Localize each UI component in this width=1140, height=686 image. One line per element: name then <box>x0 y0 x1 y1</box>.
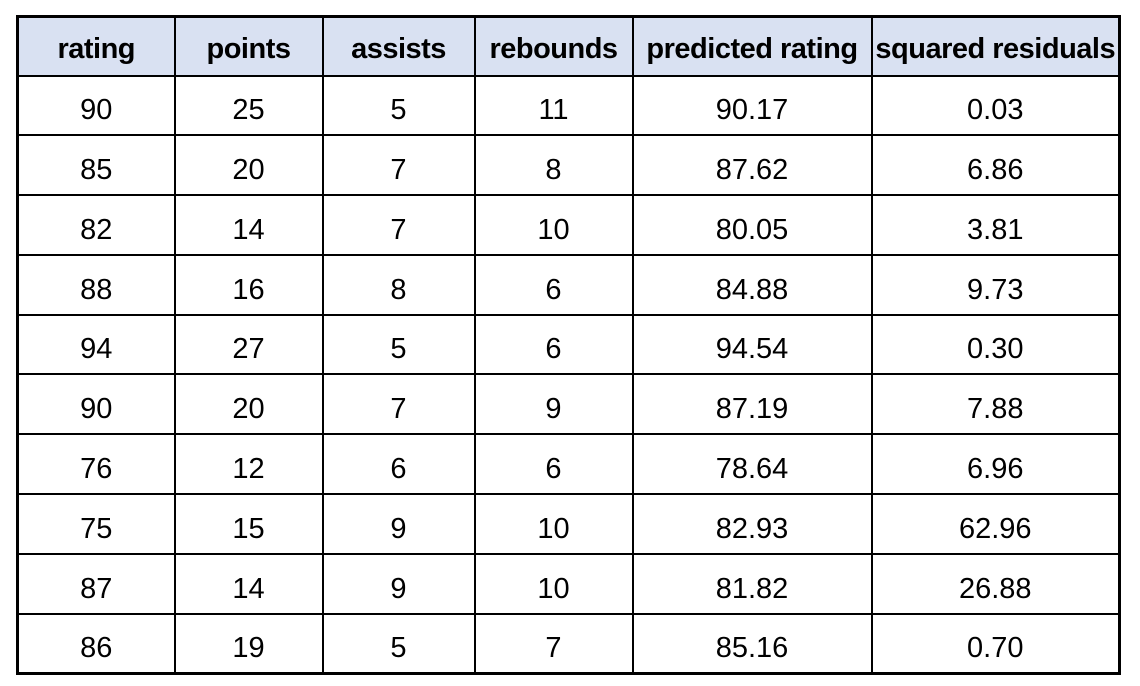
table-cell: 6 <box>473 313 634 376</box>
table-cell: 5 <box>321 74 476 137</box>
header-row: rating points assists rebounds predicted… <box>16 15 1121 77</box>
table-cell: 87.62 <box>631 134 873 197</box>
table-cell: 94 <box>16 313 176 376</box>
table-cell: 84.88 <box>631 253 873 316</box>
table-cell: 9 <box>321 552 476 615</box>
table-cell: 12 <box>173 433 324 496</box>
table-cell: 14 <box>173 194 324 256</box>
table-cell: 6 <box>321 433 476 496</box>
table-cell: 10 <box>473 493 634 555</box>
table-row: 76 12 6 6 78.64 6.96 <box>16 433 1121 496</box>
table-cell: 3.81 <box>870 194 1121 256</box>
table-cell: 88 <box>16 253 176 316</box>
table-cell: 7 <box>473 612 634 675</box>
table-cell: 14 <box>173 552 324 615</box>
table-cell: 87.19 <box>631 373 873 436</box>
table-cell: 82 <box>16 194 176 256</box>
table-cell: 20 <box>173 134 324 197</box>
table-cell: 9 <box>473 373 634 436</box>
table-cell: 90.17 <box>631 74 873 137</box>
column-header-rating: rating <box>16 15 176 77</box>
table-cell: 15 <box>173 493 324 555</box>
table-cell: 5 <box>321 612 476 675</box>
table-cell: 87 <box>16 552 176 615</box>
table-row: 75 15 9 10 82.93 62.96 <box>16 493 1121 555</box>
table-cell: 10 <box>473 194 634 256</box>
table-cell: 82.93 <box>631 493 873 555</box>
table-cell: 7 <box>321 373 476 436</box>
table-cell: 0.30 <box>870 313 1121 376</box>
table-cell: 6 <box>473 253 634 316</box>
table-cell: 62.96 <box>870 493 1121 555</box>
table-cell: 75 <box>16 493 176 555</box>
table-cell: 7 <box>321 134 476 197</box>
table-cell: 6.96 <box>870 433 1121 496</box>
table-cell: 6.86 <box>870 134 1121 197</box>
table-cell: 80.05 <box>631 194 873 256</box>
table-cell: 20 <box>173 373 324 436</box>
table-cell: 90 <box>16 373 176 436</box>
table-cell: 94.54 <box>631 313 873 376</box>
table-cell: 25 <box>173 74 324 137</box>
table-row: 85 20 7 8 87.62 6.86 <box>16 134 1121 197</box>
table-row: 90 25 5 11 90.17 0.03 <box>16 74 1121 137</box>
table-cell: 7.88 <box>870 373 1121 436</box>
column-header-predicted-rating: predicted rating <box>631 15 873 77</box>
table-cell: 85 <box>16 134 176 197</box>
table-cell: 16 <box>173 253 324 316</box>
table-cell: 90 <box>16 74 176 137</box>
table-cell: 19 <box>173 612 324 675</box>
column-header-rebounds: rebounds <box>473 15 634 77</box>
table-cell: 26.88 <box>870 552 1121 615</box>
table-cell: 0.03 <box>870 74 1121 137</box>
table-cell: 8 <box>321 253 476 316</box>
table-cell: 76 <box>16 433 176 496</box>
table-row: 94 27 5 6 94.54 0.30 <box>16 313 1121 376</box>
table-cell: 11 <box>473 74 634 137</box>
table-cell: 9 <box>321 493 476 555</box>
column-header-points: points <box>173 15 324 77</box>
table-cell: 8 <box>473 134 634 197</box>
table-cell: 10 <box>473 552 634 615</box>
table-cell: 7 <box>321 194 476 256</box>
table-cell: 6 <box>473 433 634 496</box>
table-cell: 81.82 <box>631 552 873 615</box>
stats-table: rating points assists rebounds predicted… <box>16 15 1121 675</box>
table-cell: 0.70 <box>870 612 1121 675</box>
table-row: 88 16 8 6 84.88 9.73 <box>16 253 1121 316</box>
table-cell: 9.73 <box>870 253 1121 316</box>
table-cell: 85.16 <box>631 612 873 675</box>
table-row: 87 14 9 10 81.82 26.88 <box>16 552 1121 615</box>
column-header-assists: assists <box>321 15 476 77</box>
table-row: 90 20 7 9 87.19 7.88 <box>16 373 1121 436</box>
table-cell: 78.64 <box>631 433 873 496</box>
column-header-squared-residuals: squared residuals <box>870 15 1121 77</box>
table-row: 86 19 5 7 85.16 0.70 <box>16 612 1121 675</box>
table-cell: 5 <box>321 313 476 376</box>
table-cell: 27 <box>173 313 324 376</box>
table-row: 82 14 7 10 80.05 3.81 <box>16 194 1121 256</box>
table-cell: 86 <box>16 612 176 675</box>
